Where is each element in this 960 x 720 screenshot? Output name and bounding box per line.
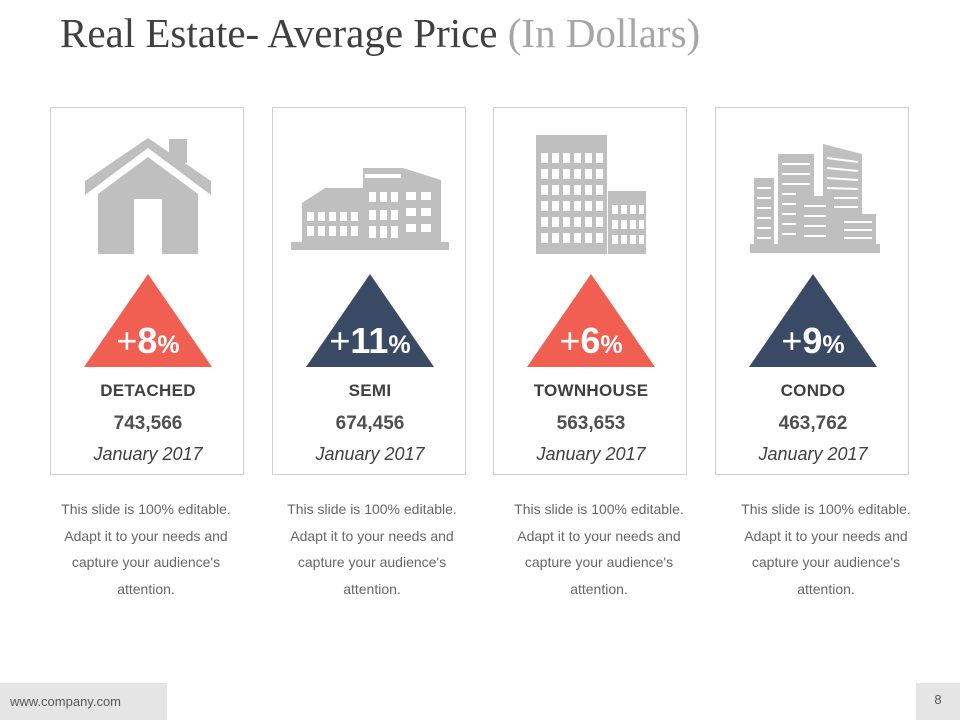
percent-sign: +	[781, 320, 803, 361]
category-label: TOWNHOUSE	[533, 381, 649, 400]
description-line: capture your audience's	[751, 554, 901, 570]
price-value: 463,762	[778, 413, 848, 434]
description-line: attention.	[343, 580, 401, 597]
percent-unit: %	[388, 331, 411, 359]
percent-number: 6	[580, 320, 601, 361]
percent-sign: +	[559, 320, 581, 361]
page-number: 8	[916, 683, 960, 720]
card-description: This slide is 100% editable. Adapt it to…	[272, 496, 472, 602]
percent-number: 9	[802, 320, 823, 361]
page-title: Real Estate- Average Price (In Dollars)	[60, 8, 700, 58]
category-label: DETACHED	[100, 381, 196, 400]
change-triangle	[527, 274, 655, 367]
description-line: capture your audience's	[524, 554, 674, 570]
house-icon	[85, 138, 211, 254]
card-description: This slide is 100% editable. Adapt it to…	[499, 496, 699, 602]
price-value: 563,653	[556, 413, 626, 434]
percent-sign: +	[329, 320, 351, 361]
description-line: attention.	[117, 580, 175, 597]
percent-unit: %	[600, 331, 623, 359]
description-line: attention.	[570, 580, 628, 597]
card-description: This slide is 100% editable. Adapt it to…	[46, 496, 246, 602]
description-line: Adapt it to your needs and	[290, 527, 454, 544]
description-line: Adapt it to your needs and	[744, 527, 908, 544]
change-triangle	[306, 274, 434, 367]
description-line: This slide is 100% editable.	[287, 501, 457, 517]
date-label: January 2017	[758, 444, 868, 464]
category-label: CONDO	[780, 381, 846, 400]
percent-change: +6%	[494, 321, 688, 369]
percent-change: +8%	[51, 321, 245, 369]
change-triangle	[84, 274, 212, 367]
description-line: capture your audience's	[297, 554, 447, 570]
building-icon	[291, 168, 449, 250]
description-line: This slide is 100% editable.	[514, 501, 684, 517]
city-icon	[750, 144, 880, 253]
description-line: attention.	[797, 580, 855, 597]
title-main: Real Estate- Average Price	[60, 10, 508, 56]
percent-sign: +	[116, 320, 138, 361]
description-line: This slide is 100% editable.	[741, 501, 911, 517]
description-line: Adapt it to your needs and	[64, 527, 228, 544]
percent-unit: %	[822, 331, 845, 359]
footer-website[interactable]: www.company.com	[0, 683, 167, 720]
card-condo: +9% CONDO 463,762 January 2017	[715, 107, 909, 475]
category-label: SEMI	[348, 381, 392, 400]
description-line: This slide is 100% editable.	[61, 501, 231, 517]
date-label: January 2017	[536, 444, 646, 464]
description-line: capture your audience's	[71, 554, 221, 570]
title-subtitle: (In Dollars)	[507, 10, 701, 56]
card-detached: +8% DETACHED 743,566 January 2017	[50, 107, 244, 475]
date-label: January 2017	[93, 444, 203, 464]
towers-icon	[536, 135, 646, 254]
date-label: January 2017	[315, 444, 425, 464]
description-line: Adapt it to your needs and	[517, 527, 681, 544]
price-value: 674,456	[335, 413, 405, 434]
percent-change: +9%	[716, 321, 910, 369]
percent-number: 8	[137, 320, 158, 361]
card-townhouse: +6% TOWNHOUSE 563,653 January 2017	[493, 107, 687, 475]
percent-unit: %	[157, 331, 180, 359]
percent-change: +11%	[273, 321, 467, 369]
card-description: This slide is 100% editable. Adapt it to…	[726, 496, 926, 602]
card-semi: +11% SEMI 674,456 January 2017	[272, 107, 466, 475]
percent-number: 11	[350, 320, 389, 361]
price-value: 743,566	[113, 413, 183, 434]
change-triangle	[749, 274, 877, 367]
